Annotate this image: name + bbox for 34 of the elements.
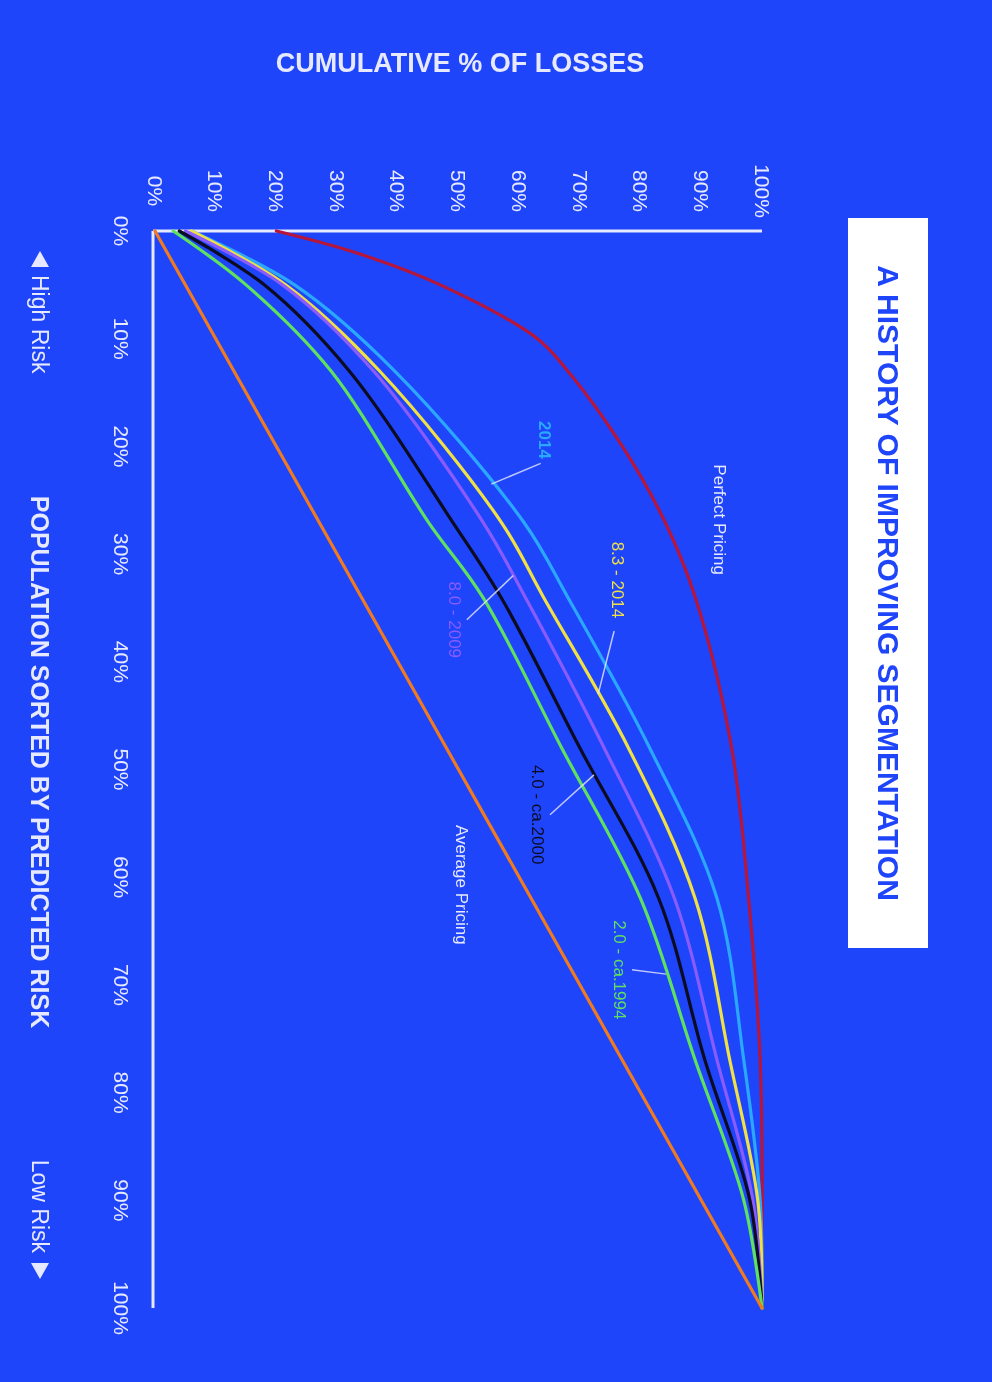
y-tick-label: 30% — [109, 533, 133, 576]
text: High Risk — [26, 275, 53, 374]
text: Low Risk — [26, 1159, 53, 1254]
x-tick-label: 0% — [143, 175, 167, 207]
y-tick-label: 40% — [109, 640, 133, 683]
x-tick-label: 70% — [568, 169, 592, 213]
text: 4.0 - ca.2000 — [528, 765, 548, 865]
y-tick-label: 10% — [109, 317, 133, 360]
x-tick-label: 20% — [265, 169, 289, 213]
x-tick-label: 30% — [325, 169, 349, 213]
y-tick-label: 20% — [109, 425, 133, 468]
text: 8.0 - 2009 — [444, 581, 464, 659]
x-axis-title: CUMULATIVE % OF LOSSES — [275, 48, 645, 78]
y-tick-label: 80% — [109, 1071, 133, 1114]
text: 8.3 - 2014 — [608, 541, 628, 619]
x-tick-label: 80% — [629, 169, 653, 213]
y-tick-label: 100% — [109, 1281, 133, 1335]
y-tick-label: 70% — [109, 963, 133, 1006]
y-tick-label: 90% — [109, 1179, 133, 1222]
x-tick-label: 50% — [447, 169, 471, 213]
x-tick-label: 90% — [689, 169, 713, 213]
text: A HISTORY OF IMPROVING SEGMENTATION — [871, 265, 905, 901]
x-tick-label: 100% — [750, 164, 774, 218]
text: Perfect Pricing — [710, 464, 730, 575]
x-tick-label: 40% — [386, 169, 410, 213]
y-tick-label: 0% — [109, 215, 133, 247]
x-tick-label: 10% — [204, 169, 228, 213]
x-tick-label: 60% — [507, 169, 531, 213]
y-tick-label: 50% — [109, 748, 133, 791]
y-tick-label: 60% — [109, 856, 133, 899]
text: 2.0 - ca.1994 — [610, 920, 630, 1020]
text: Average Pricing — [452, 824, 472, 945]
y-axis-title: POPULATION SORTED BY PREDICTED RISK — [26, 495, 55, 1029]
text: 2014 — [534, 421, 554, 460]
